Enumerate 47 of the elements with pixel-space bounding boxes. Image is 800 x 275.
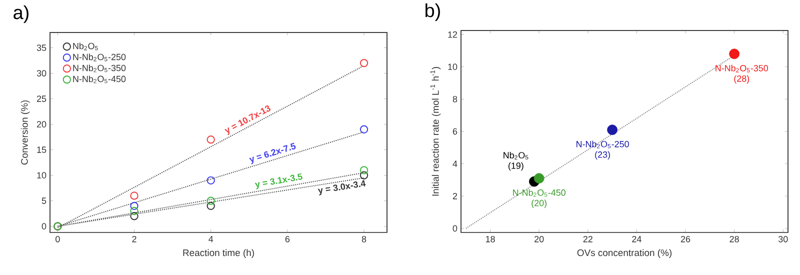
x-tick-label: 0 xyxy=(56,236,60,242)
y-tick-label: 12 xyxy=(448,31,458,38)
y-tick-label: 6 xyxy=(452,128,458,134)
x-tick-label: 26 xyxy=(680,236,690,242)
y-tick-label: 2 xyxy=(452,192,458,199)
y-tick-label: 8 xyxy=(452,96,458,102)
text: Nb$_{2}$O$_{5}$ xyxy=(504,152,528,160)
annotation: (23) xyxy=(595,150,610,160)
y-tick-label: 0 xyxy=(42,222,46,230)
annotation: y = 3.1x-3.5 xyxy=(254,173,302,190)
y-axis-title: Conversion (%) xyxy=(20,100,30,164)
x-tick-label: 8 xyxy=(362,236,366,242)
y-axis-title: Initial reaction rate (mol L$^{-1}$ h$^{-1}$) xyxy=(430,66,441,196)
series-label: N-Nb$_{2}$O$_{5}$-350 xyxy=(716,64,768,72)
x-tick-label: 24 xyxy=(632,236,642,242)
y-tick-label: 20 xyxy=(36,120,46,128)
y-tick-label: 5 xyxy=(42,197,46,204)
x-tick-label: 22 xyxy=(583,236,592,242)
legend-label: N-Nb$_{2}$O$_{5}$-250 xyxy=(73,53,126,61)
y-tick-label: 10 xyxy=(448,63,458,70)
y-tick-label: 4 xyxy=(452,160,458,167)
x-tick-label: 30 xyxy=(778,236,788,242)
x-tick-label: 20 xyxy=(534,236,544,242)
y-tick-label: 30 xyxy=(36,70,46,76)
y-tick-label: 25 xyxy=(36,95,46,102)
x-tick-label: 4 xyxy=(208,236,214,242)
x-axis-title: OVs concentration (%) xyxy=(577,248,672,258)
series-label: N-Nb$_{2}$O$_{5}$-450 xyxy=(513,188,566,197)
series-label: N-Nb$_{2}$O$_{5}$-250 xyxy=(576,140,629,148)
annotation: (19) xyxy=(508,162,524,170)
annotation: (28) xyxy=(734,75,750,84)
x-tick-label: 6 xyxy=(285,236,290,242)
x-tick-label: 18 xyxy=(486,236,495,242)
x-tick-label: 2 xyxy=(132,236,136,242)
legend-label: Nb$_{2}$O$_{5}$ xyxy=(73,42,98,50)
legend-label: N-Nb$_{2}$O$_{5}$-350 xyxy=(73,64,126,72)
x-axis-title: Reaction time (h) xyxy=(183,248,254,258)
chart-title: a) xyxy=(14,5,28,23)
chart-title: b) xyxy=(426,3,440,21)
y-tick-label: 15 xyxy=(37,146,46,153)
y-tick-label: 10 xyxy=(37,172,46,178)
annotation: (20) xyxy=(532,199,547,208)
y-tick-label: 0 xyxy=(452,225,458,232)
y-tick-label: 35 xyxy=(36,44,46,51)
x-tick-label: 28 xyxy=(730,236,739,242)
annotation: y = 3.0x-3.4 xyxy=(318,180,366,196)
legend-label: N-Nb$_{2}$O$_{5}$-450 xyxy=(73,75,126,83)
